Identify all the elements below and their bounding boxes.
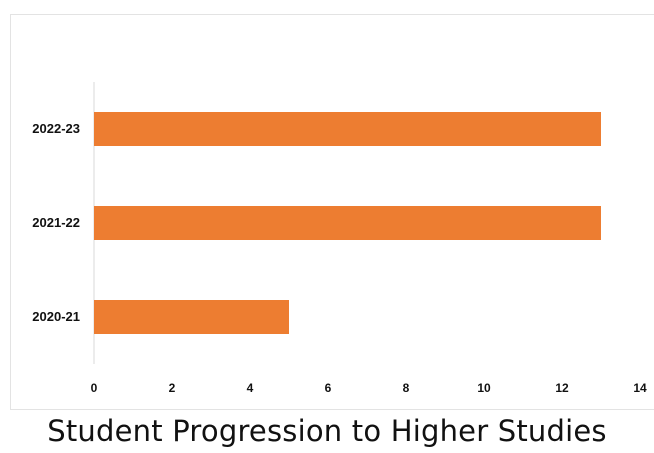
category-label-2021-22: 2021-22 bbox=[32, 215, 80, 230]
x-tick-label-0: 0 bbox=[91, 381, 98, 395]
bar-2021-22 bbox=[94, 206, 601, 240]
x-tick-label-8: 8 bbox=[403, 381, 410, 395]
category-label-2020-21: 2020-21 bbox=[32, 309, 80, 324]
x-tick-label-12: 12 bbox=[555, 381, 569, 395]
category-label-2022-23: 2022-23 bbox=[32, 121, 80, 136]
bar-2022-23 bbox=[94, 112, 601, 146]
chart-caption: Student Progression to Higher Studies bbox=[47, 414, 607, 448]
x-tick-label-2: 2 bbox=[169, 381, 176, 395]
x-tick-label-4: 4 bbox=[247, 381, 254, 395]
x-tick-label-14: 14 bbox=[633, 381, 647, 395]
x-tick-label-10: 10 bbox=[477, 381, 491, 395]
bar-2020-21 bbox=[94, 300, 289, 334]
x-tick-label-6: 6 bbox=[325, 381, 332, 395]
bar-chart: 2020-21 2021-22 2022-23 0 2 4 6 8 10 12 14 bbox=[32, 82, 647, 395]
